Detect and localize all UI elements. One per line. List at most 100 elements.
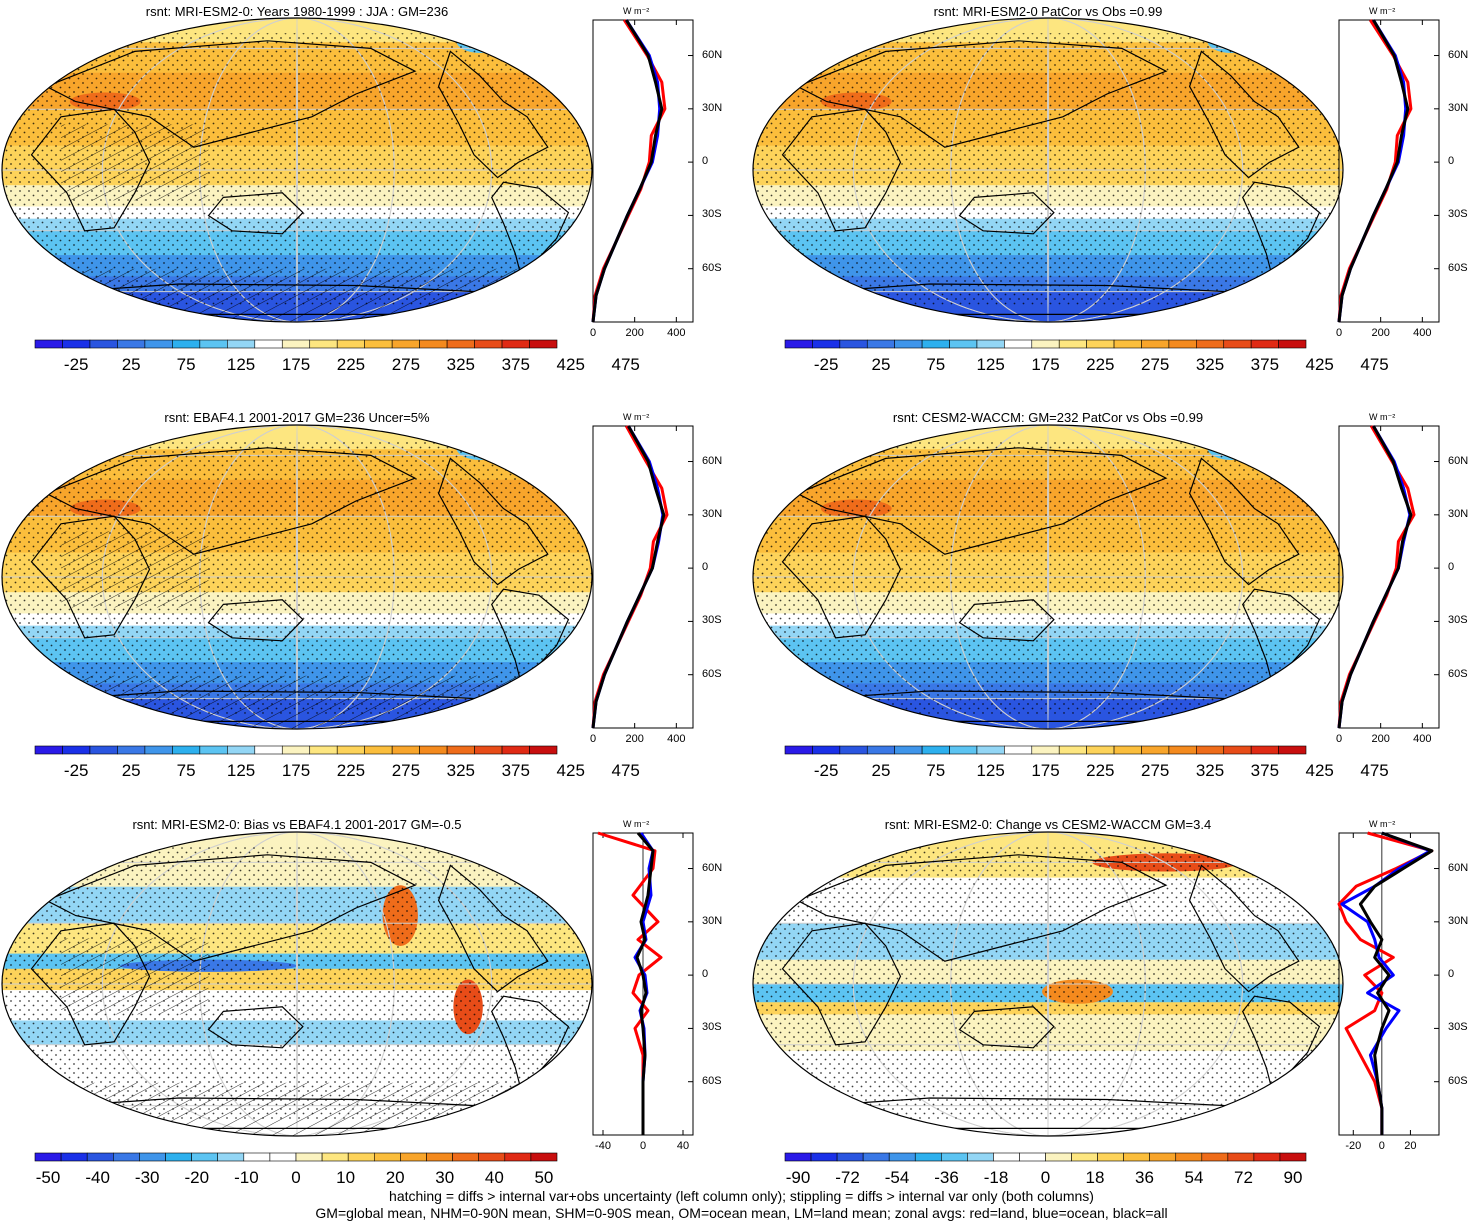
- colorbar-tick-label: -40: [85, 1168, 110, 1187]
- colorbar-swatch: [309, 339, 338, 349]
- colorbar-tick-label: 175: [281, 355, 311, 374]
- colorbar-tick-label: 0: [291, 1168, 301, 1187]
- colorbar-swatch: [1223, 339, 1252, 349]
- zonal-line-all: [591, 425, 666, 729]
- colorbar-swatch: [426, 1152, 453, 1162]
- colorbar-swatch: [321, 1152, 349, 1162]
- colorbar-tick-label: 475: [611, 355, 640, 374]
- colorbar-tick-label: 425: [1305, 761, 1334, 780]
- colorbar-tick-label: 425: [556, 355, 585, 374]
- lat-tick-label: 30S: [702, 208, 722, 221]
- zonal-x-tick-label: 0: [1335, 327, 1343, 339]
- colorbar: [784, 1152, 1307, 1162]
- panel-title: rsnt: CESM2-WACCM: GM=232 PatCor vs Obs …: [892, 410, 1204, 425]
- lat-tick-label: 60N: [702, 48, 723, 61]
- colorbar-swatch: [391, 339, 420, 349]
- colorbar-swatch: [295, 1152, 323, 1162]
- lat-tick-label: 0: [1448, 968, 1455, 981]
- zonal-line-all: [1337, 19, 1410, 323]
- colorbar-swatch: [62, 745, 91, 755]
- colorbar-tick-label: 375: [1250, 761, 1280, 780]
- colorbar-swatch: [336, 339, 365, 349]
- panel-title: rsnt: MRI-ESM2-0: Years 1980-1999 : JJA …: [145, 4, 449, 19]
- zonal-x-tick-label: 400: [667, 327, 686, 339]
- colorbar-tick-label: 325: [446, 355, 476, 374]
- colorbar-tick-label: 54: [1184, 1168, 1204, 1187]
- lat-tick-label: 30N: [702, 914, 723, 927]
- lat-tick-label: 60S: [702, 1074, 722, 1087]
- zonal-unit-label: W m⁻²: [1369, 819, 1396, 829]
- zonal-mean-plot: [591, 425, 694, 729]
- zonal-unit-label: W m⁻²: [623, 6, 650, 16]
- colorbar-swatch: [172, 339, 201, 349]
- zonal-x-tick-label: 400: [667, 733, 686, 745]
- colorbar-swatch: [1004, 339, 1033, 349]
- zonal-unit-label: W m⁻²: [1369, 412, 1396, 422]
- colorbar-swatch: [1168, 339, 1197, 349]
- colorbar-tick-label: 25: [871, 761, 891, 780]
- lat-tick-label: 30N: [1448, 507, 1469, 520]
- zonal-x-tick-label: 0: [639, 1140, 647, 1152]
- colorbar-swatch: [165, 1152, 192, 1162]
- colorbar-tick-label: 175: [1031, 761, 1060, 780]
- zonal-x-tick-label: 400: [1413, 733, 1432, 745]
- colorbar-tick-label: 225: [336, 761, 366, 780]
- colorbar-swatch: [1141, 745, 1170, 755]
- map-p5: [2, 832, 592, 1136]
- zonal-x-tick-label: 0: [1335, 733, 1343, 745]
- colorbar-tick-label: 90: [1283, 1168, 1303, 1187]
- colorbar-swatch: [227, 745, 256, 755]
- colorbar-swatch: [1223, 745, 1252, 755]
- colorbar-swatch: [839, 745, 868, 755]
- colorbar-tick-label: 36: [1135, 1168, 1154, 1187]
- colorbar-tick-label: -30: [134, 1168, 160, 1187]
- panel-p6: [752, 831, 1440, 1162]
- colorbar-swatch: [529, 339, 558, 349]
- lat-tick-label: 60N: [1448, 454, 1469, 467]
- map-p1: [2, 18, 592, 322]
- lat-tick-label: 0: [702, 968, 709, 981]
- colorbar-tick-label: 25: [121, 355, 141, 374]
- colorbar-swatch: [269, 1152, 297, 1162]
- zonal-x-tick-label: 200: [1371, 733, 1390, 745]
- colorbar-swatch: [866, 745, 895, 755]
- colorbar-swatch: [530, 1152, 558, 1162]
- colorbar-swatch: [254, 745, 283, 755]
- colorbar: [784, 339, 1307, 349]
- panel-p4: [752, 424, 1440, 755]
- colorbar-swatch: [1058, 339, 1087, 349]
- colorbar: [34, 339, 558, 349]
- lat-tick-label: 0: [702, 155, 709, 168]
- colorbar-swatch: [60, 1152, 88, 1162]
- colorbar-tick-label: -72: [835, 1168, 860, 1187]
- colorbar: [784, 745, 1307, 755]
- colorbar-swatch: [446, 339, 475, 349]
- colorbar-tick-label: 225: [1086, 761, 1115, 780]
- colorbar-swatch: [243, 1152, 271, 1162]
- map-border: [752, 17, 1344, 323]
- colorbar-tick-label: 18: [1085, 1168, 1105, 1187]
- colorbar-tick-label: 325: [1195, 355, 1225, 374]
- colorbar-tick-label: 375: [501, 761, 530, 780]
- lat-tick-label: 60N: [1448, 48, 1469, 61]
- colorbar-tick-label: -36: [934, 1168, 959, 1187]
- colorbar-swatch: [364, 745, 393, 755]
- colorbar-tick-label: 125: [226, 355, 256, 374]
- colorbar-swatch: [281, 339, 311, 349]
- colorbar-swatch: [254, 339, 283, 349]
- colorbar-swatch: [474, 339, 503, 349]
- colorbar-swatch: [501, 339, 530, 349]
- colorbar-swatch: [34, 339, 63, 349]
- colorbar-tick-label: 375: [1250, 355, 1280, 374]
- colorbar-swatch: [1058, 745, 1087, 755]
- colorbar-swatch: [529, 745, 558, 755]
- colorbar-swatch: [1086, 745, 1115, 755]
- colorbar-swatch: [34, 1152, 62, 1162]
- colorbar-swatch: [967, 1152, 994, 1162]
- colorbar-swatch: [191, 1152, 219, 1162]
- colorbar-swatch: [113, 1152, 140, 1162]
- colorbar-swatch: [504, 1152, 532, 1162]
- zonal-x-tick-label: -20: [1345, 1140, 1362, 1152]
- colorbar: [34, 1152, 558, 1162]
- colorbar-tick-label: 25: [121, 761, 141, 780]
